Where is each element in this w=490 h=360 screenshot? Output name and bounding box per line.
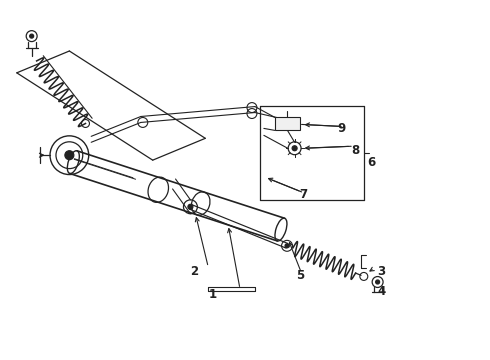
Text: 5: 5 bbox=[295, 269, 304, 282]
Circle shape bbox=[30, 34, 34, 38]
Text: 3: 3 bbox=[377, 265, 385, 278]
Circle shape bbox=[65, 151, 74, 159]
Text: 7: 7 bbox=[299, 188, 308, 201]
Circle shape bbox=[188, 204, 193, 209]
Text: 2: 2 bbox=[191, 265, 198, 278]
Bar bbox=[275, 117, 299, 130]
Circle shape bbox=[292, 146, 297, 151]
Text: 6: 6 bbox=[367, 156, 375, 168]
Text: 8: 8 bbox=[351, 144, 360, 157]
Text: 4: 4 bbox=[377, 285, 385, 298]
Text: 9: 9 bbox=[337, 122, 345, 135]
Text: 1: 1 bbox=[208, 288, 217, 301]
Circle shape bbox=[376, 280, 380, 284]
Circle shape bbox=[285, 244, 289, 248]
